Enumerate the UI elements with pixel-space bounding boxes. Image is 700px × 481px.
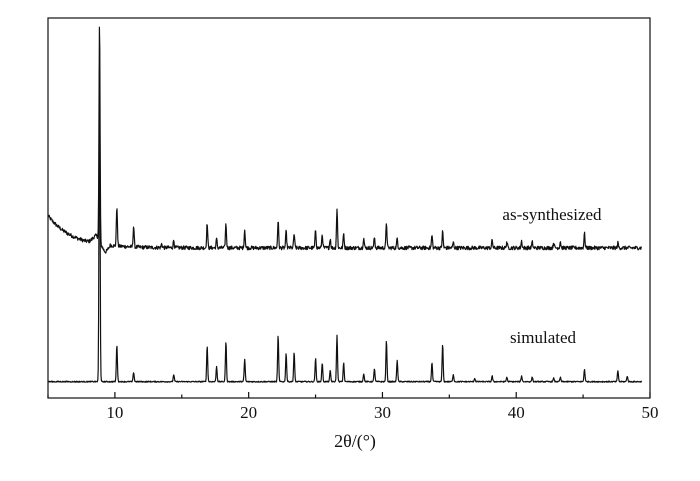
- series-label-simulated: simulated: [510, 328, 577, 347]
- x-tick-label: 10: [106, 403, 123, 422]
- series-line-as-synthesized: [47, 26, 643, 254]
- series-labels: as-synthesized simulated: [502, 205, 602, 347]
- x-axis-tick-labels: 10 20 30 40 50: [106, 403, 658, 422]
- traces: [47, 26, 643, 383]
- plot-frame: [47, 17, 651, 399]
- x-tick-label: 50: [642, 403, 659, 422]
- x-axis-label: 2θ/(°): [334, 431, 376, 452]
- plot-frame-group: [47, 17, 651, 399]
- series-line-simulated: [47, 67, 643, 383]
- x-axis-ticks: [47, 392, 651, 398]
- x-tick-label: 30: [374, 403, 391, 422]
- series-label-as-synthesized: as-synthesized: [502, 205, 602, 224]
- x-tick-label: 40: [508, 403, 525, 422]
- x-tick-label: 20: [240, 403, 257, 422]
